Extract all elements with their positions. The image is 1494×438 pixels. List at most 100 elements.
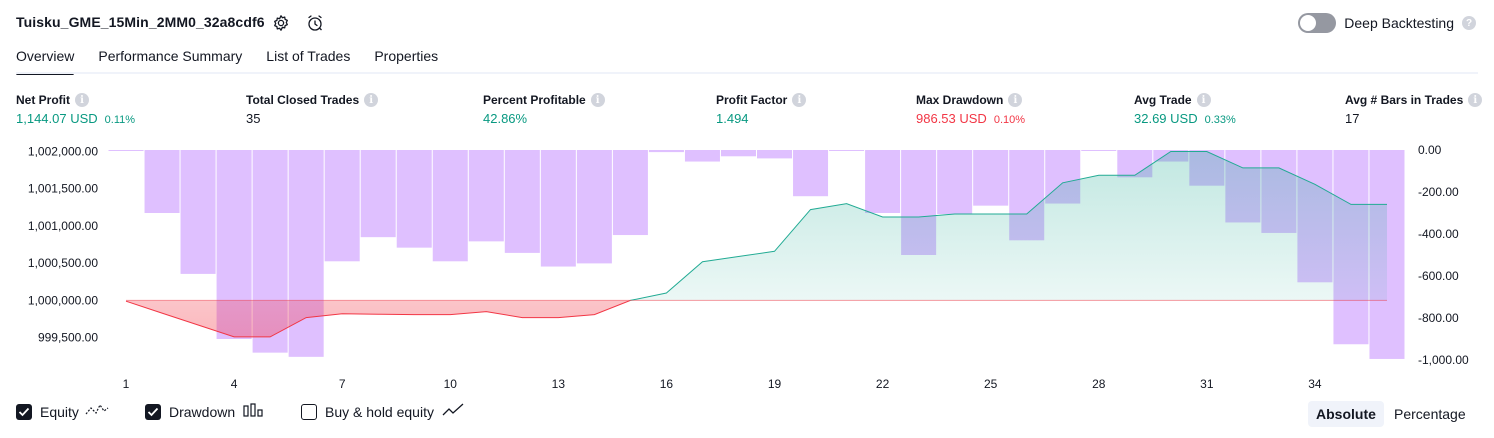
drawdown-bar bbox=[396, 150, 432, 248]
drawdown-bar bbox=[576, 150, 612, 264]
metric-value: 42.86% bbox=[483, 111, 528, 126]
drawdown-bar bbox=[144, 150, 180, 213]
drawdown-bar bbox=[648, 150, 684, 153]
right-axis-tick: -800.00 bbox=[1418, 311, 1459, 325]
drawdown-bar bbox=[684, 150, 720, 162]
drawdown-bar bbox=[973, 150, 1009, 206]
right-axis: 0.00 -200.00 -400.00 -600.00 -800.00 -1,000.0… bbox=[1418, 143, 1469, 367]
legend-equity[interactable]: Equity bbox=[16, 403, 109, 420]
metric-label: Avg # Bars in Trades bbox=[1345, 93, 1464, 107]
drawdown-bar bbox=[432, 150, 468, 262]
drawdown-bar bbox=[937, 150, 973, 215]
drawdown-bar bbox=[757, 150, 793, 159]
equity-line-loss bbox=[125, 300, 633, 338]
equity-drawdown-chart: 1,002,000.00 1,001,500.00 1,001,000.00 1,00… bbox=[28, 143, 1469, 391]
info-icon[interactable]: i bbox=[75, 93, 89, 107]
drawdown-bar bbox=[793, 150, 829, 197]
metric-value: 17 bbox=[1345, 111, 1360, 126]
legend-buy-hold[interactable]: Buy & hold equity bbox=[301, 403, 464, 420]
equity-label: Equity bbox=[40, 403, 79, 420]
x-axis-tick: 28 bbox=[1092, 377, 1106, 391]
bar-chart-icon bbox=[243, 403, 263, 420]
drawdown-checkbox[interactable] bbox=[145, 403, 161, 420]
equity-loss-area bbox=[126, 300, 1387, 337]
metric-value: 35 bbox=[246, 111, 261, 126]
metric-label: Net Profit bbox=[16, 93, 70, 107]
tab-list-of-trades[interactable]: List of Trades bbox=[266, 48, 351, 64]
left-axis-tick: 1,000,000.00 bbox=[28, 293, 98, 307]
x-axis-tick: 31 bbox=[1200, 377, 1214, 391]
absolute-mode-button[interactable]: Absolute bbox=[1308, 401, 1384, 427]
equity-checkbox[interactable] bbox=[16, 403, 32, 420]
tab-overview[interactable]: Overview bbox=[16, 48, 75, 75]
info-icon[interactable]: i bbox=[1008, 93, 1023, 107]
drawdown-bar bbox=[1081, 150, 1117, 151]
x-axis: 1 4 7 10 13 16 19 22 25 28 31 34 bbox=[123, 377, 1322, 391]
metric-net-profit: Net Profit i 1,144.07 USD 0.11% bbox=[16, 93, 135, 126]
buy-hold-label: Buy & hold equity bbox=[325, 403, 434, 420]
left-axis-tick: 1,001,000.00 bbox=[28, 219, 98, 233]
strategy-title: Tuisku_GME_15Min_2MM0_32a8cdf6 bbox=[16, 14, 265, 30]
tab-properties[interactable]: Properties bbox=[374, 48, 439, 64]
metric-label: Max Drawdown bbox=[916, 93, 1004, 107]
help-icon[interactable]: ? bbox=[1462, 16, 1476, 30]
metric-percent: 0.33% bbox=[1204, 114, 1236, 126]
drawdown-label: Drawdown bbox=[169, 403, 236, 420]
metric-avg-bars-in-trades: Avg # Bars in Trades i 17 bbox=[1345, 93, 1483, 126]
metric-profit-factor: Profit Factor i 1.494 bbox=[716, 93, 807, 126]
x-axis-tick: 7 bbox=[339, 377, 346, 391]
tab-bar: Overview Performance Summary List of Tra… bbox=[16, 48, 462, 75]
info-icon[interactable]: i bbox=[1196, 93, 1211, 107]
right-axis-tick: 0.00 bbox=[1418, 143, 1442, 157]
left-axis-tick: 1,000,500.00 bbox=[28, 256, 98, 270]
tab-divider bbox=[16, 72, 1478, 74]
x-axis-tick: 1 bbox=[123, 377, 130, 391]
metric-percent: 0.10% bbox=[993, 114, 1026, 126]
metric-label: Total Closed Trades bbox=[246, 93, 360, 107]
percentage-mode-button[interactable]: Percentage bbox=[1394, 406, 1466, 422]
buy-hold-checkbox[interactable] bbox=[301, 403, 317, 420]
info-icon[interactable]: i bbox=[590, 93, 605, 107]
metric-value: 32.69 USD bbox=[1134, 111, 1198, 126]
drawdown-bar bbox=[180, 150, 216, 274]
x-axis-tick: 22 bbox=[876, 377, 890, 391]
right-axis-tick: -1,000.00 bbox=[1418, 353, 1469, 367]
drawdown-bar bbox=[829, 150, 865, 151]
metric-value: 986.53 USD bbox=[916, 111, 987, 126]
drawdown-bar bbox=[504, 150, 540, 253]
left-axis-tick: 1,001,500.00 bbox=[28, 182, 98, 196]
metric-label: Percent Profitable bbox=[483, 93, 586, 107]
left-axis: 1,002,000.00 1,001,500.00 1,001,000.00 1,00… bbox=[28, 144, 98, 344]
equity-line-profit bbox=[628, 151, 1387, 301]
drawdown-bar bbox=[720, 150, 756, 157]
info-icon[interactable]: i bbox=[792, 93, 807, 107]
metric-percent-profitable: Percent Profitable i 42.86% bbox=[483, 93, 605, 126]
x-axis-tick: 34 bbox=[1308, 377, 1322, 391]
right-axis-tick: -600.00 bbox=[1418, 269, 1459, 283]
left-axis-tick: 999,500.00 bbox=[38, 331, 98, 345]
metric-total-closed-trades: Total Closed Trades i 35 bbox=[246, 93, 379, 126]
tab-performance-summary[interactable]: Performance Summary bbox=[98, 48, 243, 64]
trend-line-icon bbox=[442, 403, 464, 420]
x-axis-tick: 13 bbox=[552, 377, 566, 391]
x-axis-tick: 4 bbox=[231, 377, 238, 391]
drawdown-bar bbox=[612, 150, 648, 236]
info-icon[interactable]: i bbox=[364, 93, 379, 107]
equity-profit-area bbox=[630, 151, 1387, 301]
drawdown-bar bbox=[468, 150, 504, 242]
legend-drawdown[interactable]: Drawdown bbox=[145, 403, 263, 420]
gear-icon[interactable] bbox=[271, 13, 291, 33]
metric-value: 1.494 bbox=[716, 111, 749, 126]
equity-series bbox=[125, 151, 1387, 338]
left-axis-tick: 1,002,000.00 bbox=[28, 144, 98, 158]
drawdown-bar bbox=[540, 150, 576, 267]
drawdown-bar bbox=[360, 150, 396, 238]
info-icon[interactable]: i bbox=[1468, 93, 1483, 107]
alarm-clock-icon[interactable] bbox=[305, 13, 325, 33]
drawdown-bar bbox=[865, 150, 901, 213]
deep-backtesting-toggle[interactable] bbox=[1298, 13, 1337, 33]
deep-backtesting: Deep Backtesting ? bbox=[1298, 13, 1476, 33]
drawdown-bar bbox=[288, 150, 324, 357]
drawdown-bar bbox=[108, 150, 144, 151]
metric-avg-trade: Avg Trade i 32.69 USD 0.33% bbox=[1134, 93, 1236, 126]
